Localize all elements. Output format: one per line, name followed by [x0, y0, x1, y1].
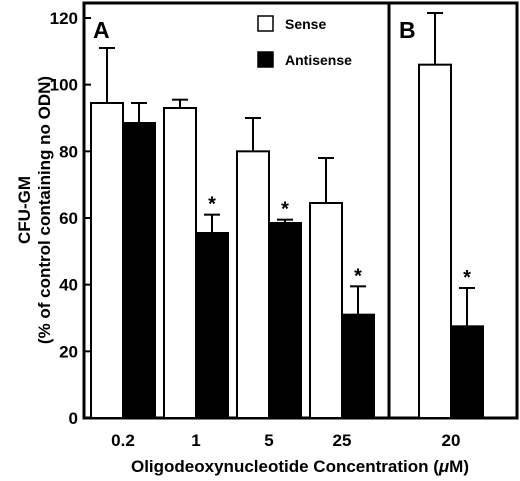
bars: * * * * — [90, 12, 484, 420]
legend-swatch-sense — [257, 15, 274, 32]
bar-antisense — [341, 313, 375, 419]
panel-a-label: A — [93, 17, 110, 43]
x-tick-label: 0.2 — [111, 431, 135, 450]
legend-label-antisense: Antisense — [285, 52, 352, 68]
bar-sense — [309, 202, 343, 419]
bar-sense — [236, 150, 270, 419]
x-axis-title: Oligodeoxynucleotide Concentration (μM) — [131, 457, 469, 476]
x-tick-label: 20 — [442, 431, 461, 450]
bar-sense — [163, 107, 197, 419]
y-axis-title: CFU-GM (% of control containing no ODN) — [15, 76, 54, 344]
x-axis-title-unit-prefix: μ — [438, 457, 450, 476]
significance-marker: * — [354, 265, 362, 287]
y-axis-ticks: 0 20 40 60 80 100 120 — [50, 9, 91, 428]
y-tick-label: 20 — [59, 342, 78, 361]
bar-sense — [418, 63, 452, 420]
x-tick-label: 5 — [264, 431, 273, 450]
legend: Sense Antisense — [257, 15, 352, 68]
bar-antisense — [268, 222, 302, 419]
x-tick-label: 1 — [191, 431, 200, 450]
x-axis-title-unit-rest: M) — [449, 457, 469, 476]
y-tick-label: 80 — [59, 142, 78, 161]
x-tick-label: 25 — [333, 431, 352, 450]
legend-label-sense: Sense — [285, 16, 326, 32]
bar-antisense — [122, 122, 156, 419]
y-axis-title-line1: CFU-GM — [15, 176, 34, 244]
x-axis-title-main: Oligodeoxynucleotide Concentration ( — [131, 457, 439, 476]
y-tick-label: 40 — [59, 276, 78, 295]
y-tick-label: 0 — [69, 409, 78, 428]
panel-b-label: B — [399, 17, 416, 43]
bar-sense — [90, 102, 124, 419]
y-tick-label: 120 — [50, 9, 78, 28]
legend-swatch-antisense — [257, 51, 274, 68]
significance-marker: * — [281, 199, 289, 221]
y-axis-title-line2: (% of control containing no ODN) — [35, 76, 54, 344]
y-tick-label: 100 — [50, 76, 78, 95]
significance-marker: * — [208, 194, 216, 216]
significance-marker: * — [463, 267, 471, 289]
x-axis-ticks: 0.2 1 5 25 20 — [111, 411, 460, 450]
y-tick-label: 60 — [59, 209, 78, 228]
bar-antisense — [450, 325, 484, 420]
bar-antisense — [195, 232, 229, 419]
